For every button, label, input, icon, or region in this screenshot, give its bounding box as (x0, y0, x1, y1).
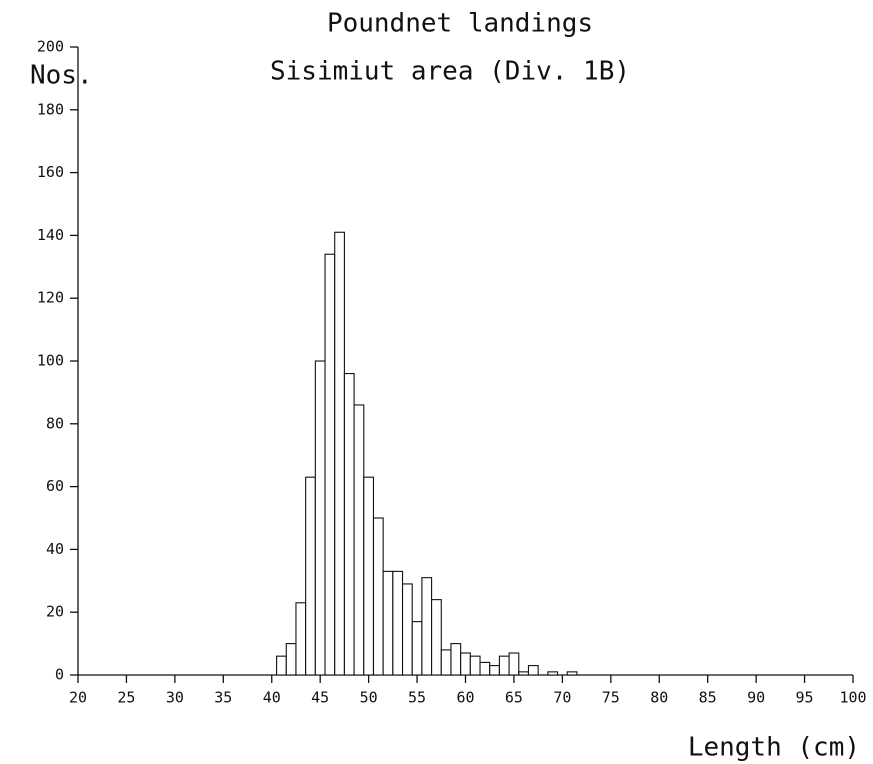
x-tick-label: 40 (263, 689, 281, 707)
bar (305, 476, 316, 676)
bar (440, 649, 452, 676)
x-tick-label: 95 (796, 689, 814, 707)
bar (421, 577, 433, 676)
x-tick-label: 80 (650, 689, 668, 707)
bar (518, 671, 530, 676)
bar (498, 655, 510, 676)
bar (334, 231, 345, 676)
bar (401, 583, 413, 676)
x-tick-label: 35 (214, 689, 232, 707)
x-tick-label: 55 (408, 689, 426, 707)
bar (431, 599, 442, 676)
y-tick-label: 120 (37, 289, 64, 307)
x-tick-label: 25 (117, 689, 135, 707)
chart-subtitle: Sisimiut area (Div. 1B) (270, 57, 630, 87)
x-tick-label: 70 (553, 689, 571, 707)
x-tick-label: 90 (747, 689, 765, 707)
bar (372, 517, 384, 676)
bar (460, 652, 471, 676)
bar (450, 643, 462, 676)
bar (508, 652, 520, 676)
bar (353, 404, 365, 676)
y-tick-label: 60 (46, 477, 64, 495)
x-tick-label: 85 (699, 689, 717, 707)
bar (479, 661, 491, 676)
bar (489, 665, 500, 676)
bar (314, 360, 326, 676)
y-tick-label: 80 (46, 414, 64, 432)
bar (363, 476, 375, 676)
y-axis-label: Nos. (30, 61, 93, 91)
bar (547, 671, 559, 676)
x-tick-label: 75 (602, 689, 620, 707)
bar (343, 373, 355, 676)
bar (566, 671, 578, 676)
x-axis-label: Length (cm) (688, 733, 860, 763)
bar (285, 643, 297, 676)
y-tick-label: 160 (37, 163, 64, 181)
bar (411, 621, 423, 676)
y-tick-label: 40 (46, 540, 64, 558)
x-tick-label: 60 (456, 689, 474, 707)
bar (382, 570, 394, 676)
x-tick-label: 65 (505, 689, 523, 707)
y-tick-label: 180 (37, 100, 64, 118)
bar (276, 655, 287, 676)
bar (295, 602, 307, 676)
x-tick-label: 50 (360, 689, 378, 707)
x-tick-label: 20 (69, 689, 87, 707)
bar (392, 570, 404, 676)
bar (324, 253, 336, 676)
y-tick-label: 20 (46, 603, 64, 621)
chart-title: Poundnet landings (327, 9, 593, 39)
y-tick-label: 140 (37, 226, 64, 244)
y-tick-label: 100 (37, 352, 64, 370)
y-tick-label: 0 (55, 666, 64, 684)
bar (469, 655, 481, 676)
y-tick-label: 200 (37, 38, 64, 56)
x-tick-label: 30 (166, 689, 184, 707)
bar (527, 665, 539, 676)
x-tick-label: 45 (311, 689, 329, 707)
x-tick-label: 100 (839, 689, 866, 707)
